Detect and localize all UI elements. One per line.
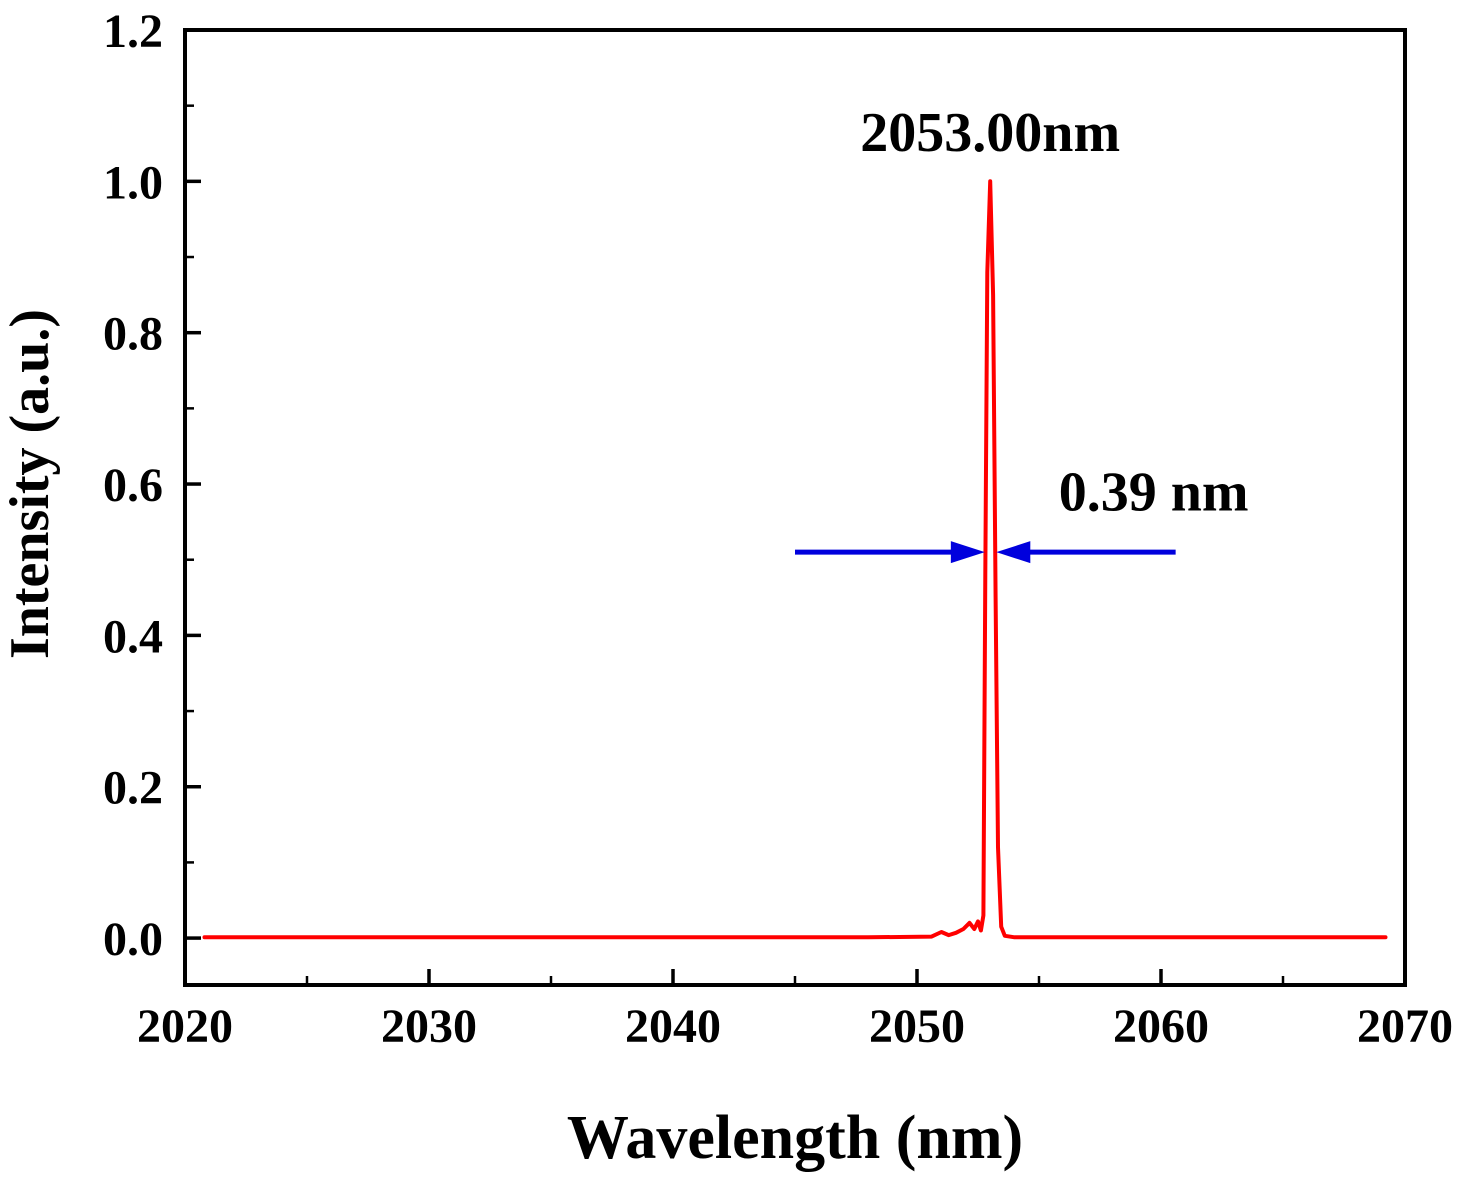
y-tick-label: 1.0 [103, 156, 163, 209]
y-tick-label: 0.6 [103, 459, 163, 512]
x-tick-label: 2060 [1113, 1000, 1209, 1053]
y-tick-label: 0.0 [103, 913, 163, 966]
spectrum-line [202, 179, 1388, 940]
fwhm-value-label: 0.39 nm [1059, 462, 1249, 524]
fwhm-right-arrow-head-icon [996, 541, 1031, 564]
y-tick-label: 0.4 [103, 610, 163, 663]
x-tick-label: 2030 [381, 1000, 477, 1053]
peak-wavelength-label: 2053.00nm [860, 102, 1120, 164]
fwhm-left-arrow-head-icon [950, 541, 985, 564]
x-tick-label: 2050 [869, 1000, 965, 1053]
x-tick-label: 2040 [625, 1000, 721, 1053]
x-tick-label: 2020 [137, 1000, 233, 1053]
x-tick-label: 2070 [1357, 1000, 1453, 1053]
y-tick-label: 0.2 [103, 762, 163, 815]
y-axis-label: Intensity (a.u.) [0, 309, 61, 659]
y-tick-label: 0.8 [103, 308, 163, 361]
x-axis-label: Wavelength (nm) [567, 1104, 1023, 1172]
y-tick-label: 1.2 [103, 5, 163, 58]
